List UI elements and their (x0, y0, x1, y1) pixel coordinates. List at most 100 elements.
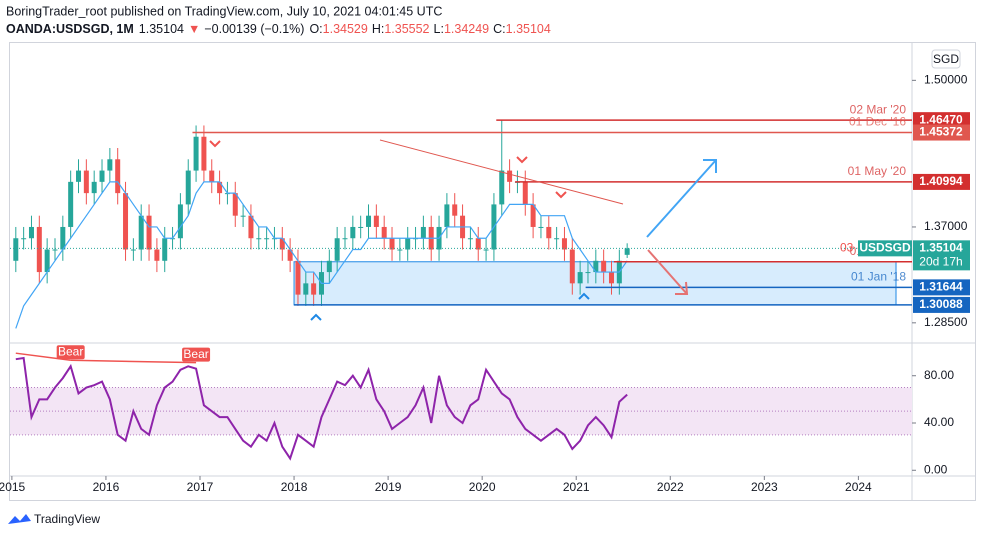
y-tick-label: 1.50000 (924, 73, 968, 87)
price-badge (913, 173, 970, 190)
candle-body (162, 238, 168, 261)
candle-body (405, 238, 411, 250)
l-label: L: (434, 22, 444, 36)
c: 1.35104 (506, 22, 551, 36)
candle-body (389, 238, 395, 250)
candle-body (68, 181, 74, 227)
candle-body (444, 204, 450, 227)
x-tick-label: 2017 (187, 480, 214, 494)
candle-body (76, 170, 82, 182)
price-pane: 1.50000 1.37000 1.28500 2015 2016 2017 2018 201… (0, 73, 970, 494)
candle-body (232, 193, 238, 216)
candle-body (83, 170, 89, 194)
candle-body (585, 272, 591, 274)
symbol-name: OANDA:USDSGD, 1M (6, 22, 134, 36)
candle-body (538, 226, 544, 228)
candle-body (13, 238, 19, 261)
x-tick-label: 2021 (563, 480, 590, 494)
candle-body (60, 226, 66, 250)
candle-body (217, 181, 223, 194)
candle-body (91, 181, 97, 194)
candle-body (475, 238, 481, 250)
candle-body (561, 238, 567, 250)
divergence-badge (56, 345, 85, 360)
candle-body (420, 226, 426, 239)
divergence-label: Bear (58, 344, 83, 358)
change: −0.00139 (−0.1%) (204, 22, 304, 36)
candle-body (36, 226, 42, 273)
candle-body (358, 226, 364, 228)
candle-body (467, 238, 473, 240)
h: 1.35552 (384, 22, 429, 36)
l: 1.34249 (444, 22, 489, 36)
x-tick-label: 2019 (375, 480, 402, 494)
candle-body (499, 170, 505, 205)
candle-body (452, 204, 458, 216)
candle-body (44, 249, 50, 273)
logo-icon (8, 514, 31, 524)
level-label: 02 Mar '20 (850, 102, 907, 116)
last-prefix: 03 (840, 241, 854, 255)
divergence-badge (182, 347, 211, 362)
moving-average (15, 181, 628, 329)
price-badge-label: 1.45372 (919, 125, 963, 139)
price-badge (913, 112, 970, 129)
candle-body (185, 170, 191, 205)
level-label: 01 Dec '16 (849, 115, 906, 129)
header-line: BoringTrader_root published on TradingVi… (6, 4, 442, 18)
candle-body (601, 260, 607, 273)
y-tick-label: 80.00 (924, 368, 954, 382)
h-label: H: (372, 22, 385, 36)
currency-box (931, 49, 961, 69)
price-badge (913, 279, 970, 296)
candle-body (99, 170, 105, 182)
candle-body (279, 238, 285, 250)
candle-body (303, 283, 309, 295)
candle-body (21, 238, 27, 240)
currency: SGD (933, 52, 959, 66)
candle-body (507, 170, 513, 182)
candle-body (130, 249, 136, 251)
candle-body (569, 249, 575, 284)
bottom-marker (310, 292, 590, 321)
candle-body (577, 272, 583, 284)
candle-body (138, 215, 144, 250)
candle-body (546, 226, 552, 239)
x-tick-label: 2022 (657, 480, 684, 494)
candle-body (350, 226, 356, 239)
candle-body (311, 283, 317, 295)
x-tick-label: 2020 (469, 480, 496, 494)
candle-body (397, 249, 403, 251)
c-label: C: (493, 22, 506, 36)
candle-body (248, 215, 254, 239)
symbol: OANDA:USDSGD, 1M 1.35104 ▼ −0.00139 (−0.1%)… (6, 22, 551, 36)
frame (9, 42, 976, 501)
candle-body (177, 204, 183, 239)
symbol-badge-label: USDSGD (859, 241, 911, 255)
level-label: 01 May '20 (848, 164, 907, 178)
o: 1.34529 (323, 22, 368, 36)
trend-line (379, 139, 624, 205)
candle-body (193, 136, 199, 171)
price-badge-label: 1.31644 (919, 280, 963, 294)
brand: TradingView (34, 512, 100, 526)
candle-body (483, 249, 489, 251)
candle-body (593, 260, 599, 273)
divergence-line (70, 359, 197, 364)
price-badge-label: 1.46470 (919, 112, 963, 126)
price-badge-label: 1.30088 (919, 297, 963, 311)
price-badge (913, 124, 970, 141)
x-tick-label: 2018 (281, 480, 308, 494)
candle-body (554, 238, 560, 240)
candle-body (342, 238, 348, 240)
top-marker (209, 140, 567, 199)
last: 1.35104 (139, 22, 184, 36)
candle-body (240, 215, 246, 217)
candle-body (115, 159, 121, 194)
candle-body (287, 249, 293, 261)
last-badge (913, 240, 970, 271)
divergence-label: Bear (183, 347, 208, 361)
